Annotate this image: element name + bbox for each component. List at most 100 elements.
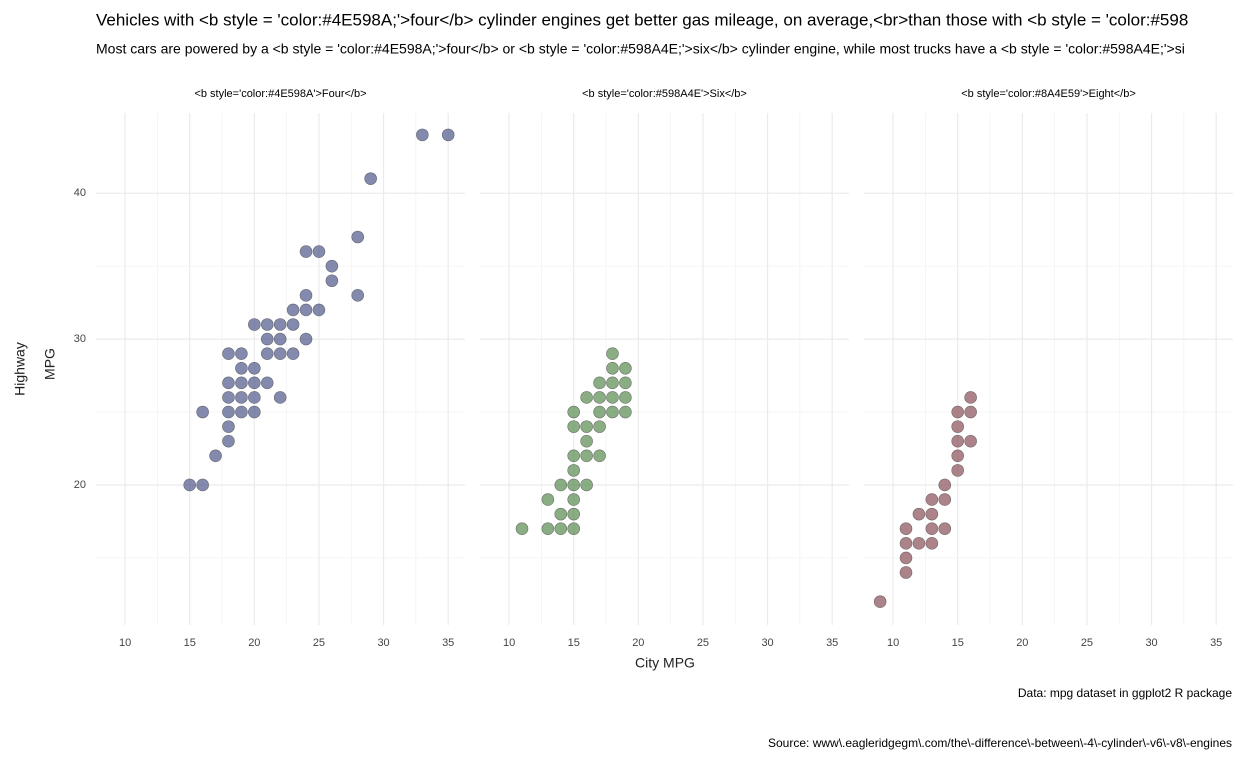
point [899,551,913,565]
point [248,405,261,419]
point [567,478,581,492]
point [951,405,965,419]
point [580,478,593,492]
point [593,405,606,419]
point [248,361,261,375]
source: Source: www\.eagleridgegm\.com/the\-diff… [768,736,1232,750]
x-tick-label: 10 [887,637,899,649]
point [593,376,606,390]
point [325,259,339,273]
point [222,347,235,360]
point [964,434,977,448]
point [899,522,913,536]
x-tick-label: 35 [442,637,454,649]
point [196,478,209,492]
chart-subtitle: Most cars are powered by a <b style = 'c… [96,41,1185,57]
x-tick-label: 20 [632,637,644,649]
y-tick-label: 40 [74,187,86,199]
x-tick-label: 20 [1016,637,1028,649]
point [938,493,952,506]
point [196,405,209,419]
point [606,391,619,404]
point [925,537,939,550]
point [222,420,235,433]
point [567,464,581,477]
point [964,405,977,419]
y-axis-label: Highway [12,342,28,396]
point [312,245,326,258]
point [951,420,965,433]
point [606,361,619,375]
point [541,493,555,506]
point [606,347,619,360]
point [235,347,248,360]
point [567,449,581,463]
point [912,507,926,521]
point [925,522,939,536]
x-tick-label: 35 [826,637,838,649]
point [351,230,365,244]
point [619,405,632,419]
x-tick-label: 10 [119,637,131,649]
point [593,391,606,404]
point [260,347,274,360]
point [235,376,248,390]
x-tick-label: 30 [761,637,773,649]
point [580,420,593,433]
caption: Data: mpg dataset in ggplot2 R package [1018,686,1232,700]
point [619,376,632,390]
point [299,289,313,302]
point [925,507,939,521]
point [286,318,300,331]
x-tick-label: 30 [1145,637,1157,649]
point [273,332,287,346]
point [619,361,632,375]
point [299,332,313,346]
point [899,537,913,550]
chart-title: Vehicles with <b style = 'color:#4E598A;… [96,10,1188,29]
point [222,434,235,448]
point [580,449,593,463]
point [273,318,287,331]
point [606,376,619,390]
point [951,464,965,477]
point [619,391,632,404]
point [364,172,377,185]
point [925,493,939,506]
x-tick-label: 25 [313,637,325,649]
point [580,434,593,448]
point [222,405,235,419]
point [312,303,326,317]
point [951,449,965,463]
panel-title: <b style='color:#4E598A'>Four</b> [194,88,366,100]
point [325,274,339,288]
point [951,434,965,448]
point [260,332,274,346]
point [299,303,313,317]
x-tick-label: 10 [503,637,515,649]
point [554,507,568,521]
point [567,522,581,536]
point [248,376,261,390]
point [222,376,235,390]
x-tick-label: 25 [697,637,709,649]
point [593,420,606,433]
point [541,522,555,536]
point [873,595,887,608]
x-tick-label: 30 [377,637,389,649]
point [567,405,581,419]
x-tick-label: 15 [952,637,964,649]
point [964,391,977,404]
point [286,303,300,317]
point [248,318,261,331]
panel-title: <b style='color:#598A4E'>Six</b> [582,88,747,100]
x-axis-label: City MPG [635,655,695,671]
y-axis-label: MPG [42,348,58,380]
x-tick-label: 15 [184,637,196,649]
point [260,318,274,331]
point [299,245,313,258]
y-tick-label: 30 [74,333,86,345]
point [938,478,952,492]
point [273,391,287,404]
